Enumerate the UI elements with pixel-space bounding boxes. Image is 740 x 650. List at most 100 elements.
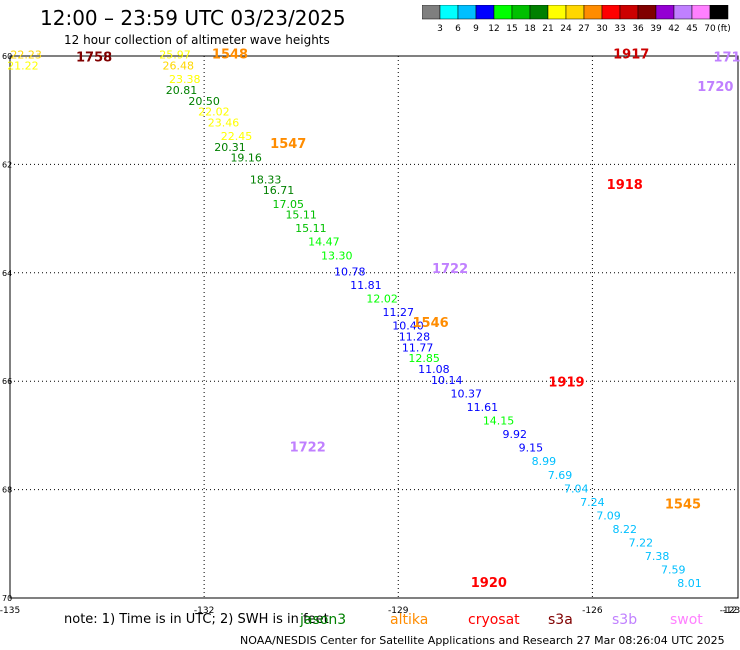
wave-height-label: 20.31 <box>214 141 246 154</box>
wave-height-label: 18.33 <box>250 173 282 186</box>
colorbar-tick-label: 39 <box>650 24 662 34</box>
x-tick-label: -132 <box>194 606 214 616</box>
wave-height-label: 20.50 <box>188 95 220 108</box>
pass-time-label: 1545 <box>665 498 701 513</box>
wave-height-label: 9.15 <box>519 442 544 455</box>
legend-item-s3b: s3b <box>612 612 638 628</box>
wave-height-label: 21.22 <box>7 60 39 73</box>
colorbar-tick-label: 21 <box>542 24 553 34</box>
pass-time-label: 1918 <box>607 178 643 193</box>
legend-item-jason3: jason3 <box>300 612 347 628</box>
wave-height-label: 7.59 <box>661 564 686 577</box>
colorbar-tick-label: 42 <box>668 24 679 34</box>
wave-height-label: 7.22 <box>629 537 654 550</box>
map-ticks: -135 -132 -129 -126 -123-12 60 62 64 66 68 70 <box>0 52 740 616</box>
wave-height-label: 7.24 <box>580 496 605 509</box>
wave-height-colorbar: 3 6 9 12 15 18 21 24 27 30 33 36 39 42 45 70 (ft) <box>422 5 731 34</box>
y-tick-label: 64 <box>2 269 12 278</box>
legend-item-swot: swot <box>670 612 703 628</box>
wave-height-label: 13.30 <box>321 249 353 262</box>
pass-time-label: 1720 <box>697 80 733 95</box>
legend-item-altika: altika <box>390 612 429 628</box>
colorbar-tick-label: 18 <box>524 24 536 34</box>
wave-height-label: 11.08 <box>418 363 450 376</box>
colorbar-tick-label: 33 <box>614 24 625 34</box>
wave-height-label: 12.85 <box>408 352 440 365</box>
colorbar-tick-label: 12 <box>488 24 499 34</box>
wave-height-label: 14.15 <box>483 415 515 428</box>
wave-height-label: 8.22 <box>613 523 638 536</box>
wave-height-label: 14.47 <box>308 236 340 249</box>
wave-height-label: 11.27 <box>383 306 415 319</box>
wave-height-label: 22.02 <box>198 106 230 119</box>
wave-height-label: 17.05 <box>273 198 305 211</box>
pass-time-label: 1546 <box>413 316 449 331</box>
wave-height-label: 9.92 <box>502 428 527 441</box>
wave-height-label: 10.78 <box>334 266 366 279</box>
colorbar-swatch <box>709 5 729 20</box>
wave-height-label: 22.23 <box>10 49 42 62</box>
wave-height-label: 7.09 <box>596 509 621 522</box>
wave-height-label: 7.69 <box>548 469 573 482</box>
x-tick-label: -123 <box>720 606 740 616</box>
legend-item-s3a: s3a <box>548 612 573 628</box>
wave-height-label: 25.97 <box>159 49 191 62</box>
pass-time-label: 1919 <box>548 376 584 391</box>
colorbar-tick-label: 15 <box>506 24 517 34</box>
map-frame <box>9 55 739 599</box>
colorbar-tick-label: 36 <box>632 24 644 34</box>
wave-height-label: 10.37 <box>450 387 482 400</box>
pass-time-label: 1920 <box>471 576 507 591</box>
wave-height-label: 11.28 <box>399 331 431 344</box>
wave-height-label: 26.48 <box>162 60 194 73</box>
wave-height-label: 23.46 <box>208 116 240 129</box>
wave-height-label: 7.38 <box>645 550 670 563</box>
wave-height-label: 19.16 <box>230 152 262 165</box>
colorbar-tick-label: 9 <box>473 24 479 34</box>
wave-height-label: 23.38 <box>169 73 201 86</box>
x-tick-label: -126 <box>582 606 603 616</box>
wave-height-label: 10.14 <box>431 374 463 387</box>
pass-time-label: 1547 <box>270 137 306 152</box>
footer-note: note: 1) Time is in UTC; 2) SWH is in fe… <box>64 612 329 627</box>
pass-time-label: 1758 <box>76 50 112 65</box>
credit-line: NOAA/NESDIS Center for Satellite Applica… <box>240 634 725 647</box>
colorbar-tick-label: 27 <box>578 24 589 34</box>
wave-height-label: 8.99 <box>532 455 557 468</box>
x-tick-label: -135 <box>0 606 20 616</box>
wave-height-label: 11.77 <box>402 341 434 354</box>
wave-height-label: 15.11 <box>285 209 317 222</box>
wave-height-label: 11.61 <box>467 401 499 414</box>
colorbar-tick-label: 24 <box>560 24 572 34</box>
y-tick-label: 60 <box>2 52 12 61</box>
colorbar-tick-label: 3 <box>437 24 443 34</box>
x-tick-label: -129 <box>388 606 409 616</box>
wave-height-label: 16.71 <box>263 184 295 197</box>
colorbar-tick-label: 6 <box>455 24 461 34</box>
pass-time-label: 1722 <box>290 441 326 456</box>
legend-item-cryosat: cryosat <box>468 612 520 628</box>
page-subtitle: 12 hour collection of altimeter wave hei… <box>64 33 330 47</box>
y-tick-label: 70 <box>2 594 12 603</box>
wave-height-label: 15.11 <box>295 222 327 235</box>
colorbar-tick-label: 30 <box>596 24 608 34</box>
wave-height-label: 8.01 <box>677 577 702 590</box>
colorbar-unit: (ft) <box>717 24 731 34</box>
y-tick-label: 62 <box>2 160 12 169</box>
page-title: 12:00 – 23:59 UTC 03/23/2025 <box>40 6 346 30</box>
pass-time-label: 1548 <box>212 48 248 63</box>
map-grid <box>10 56 738 598</box>
wave-height-label: 12.02 <box>366 293 398 306</box>
colorbar-tick-label: 70 <box>704 24 716 34</box>
pass-time-label: 1722 <box>432 262 468 277</box>
y-tick-label: 68 <box>2 486 12 495</box>
wave-height-label: 10.40 <box>392 320 424 333</box>
colorbar-tick-label: 45 <box>686 24 697 34</box>
y-tick-label: 66 <box>2 377 12 386</box>
pass-time-label: 1917 <box>613 48 649 63</box>
x-tick-label: -12 <box>723 606 738 616</box>
